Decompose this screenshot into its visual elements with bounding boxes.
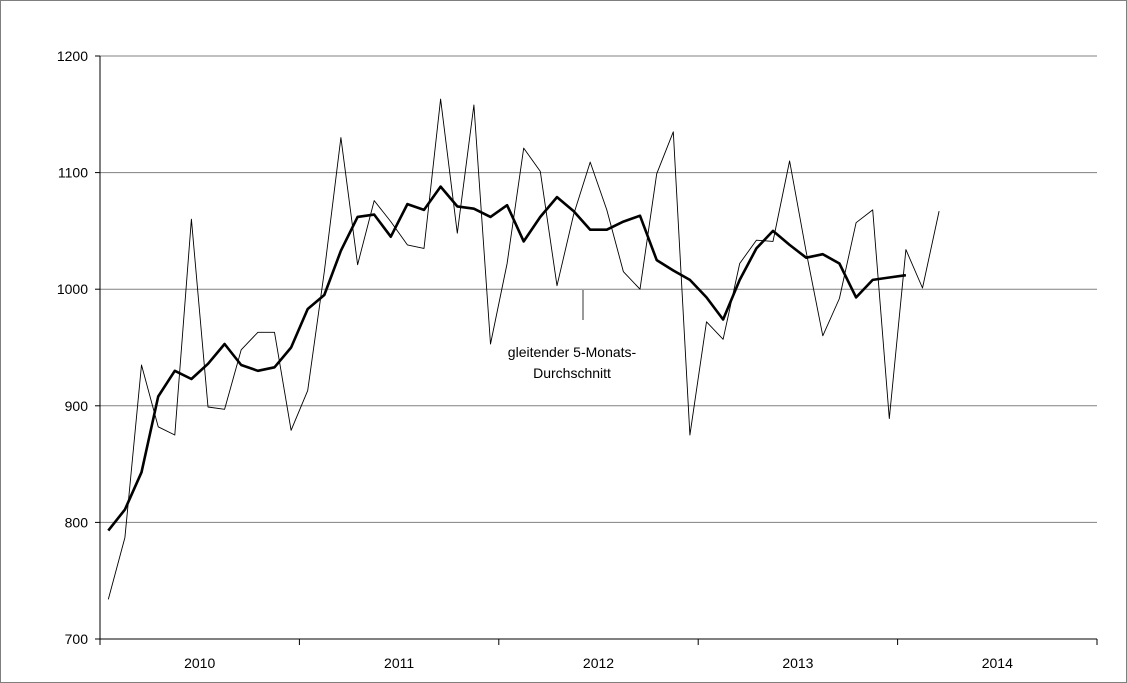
x-tick-label-2011: 2011 — [384, 655, 414, 671]
y-tick-label-1000: 1000 — [57, 281, 88, 297]
x-tick-label-2014: 2014 — [982, 655, 1013, 671]
x-tick-label-2010: 2010 — [184, 655, 215, 671]
y-tick-label-800: 800 — [65, 514, 89, 530]
x-tick-label-2013: 2013 — [782, 655, 813, 671]
series-line-monthly — [107, 98, 940, 600]
axes: 700 800 900 1000 1100 1200 2010 2011 2012 2013 201… — [57, 48, 1098, 671]
series-line-moving-average — [107, 185, 907, 532]
y-tick-label-900: 900 — [65, 398, 89, 414]
x-tick-label-2012: 2012 — [583, 655, 614, 671]
y-tick-label-700: 700 — [65, 631, 89, 647]
y-tick-label-1200: 1200 — [57, 48, 88, 64]
y-tick-label-1100: 1100 — [58, 165, 88, 181]
series-lines — [107, 98, 940, 600]
annotation-line-1: gleitender 5-Monats- — [508, 344, 637, 360]
annotation-line-2: Durchschnitt — [533, 365, 611, 381]
